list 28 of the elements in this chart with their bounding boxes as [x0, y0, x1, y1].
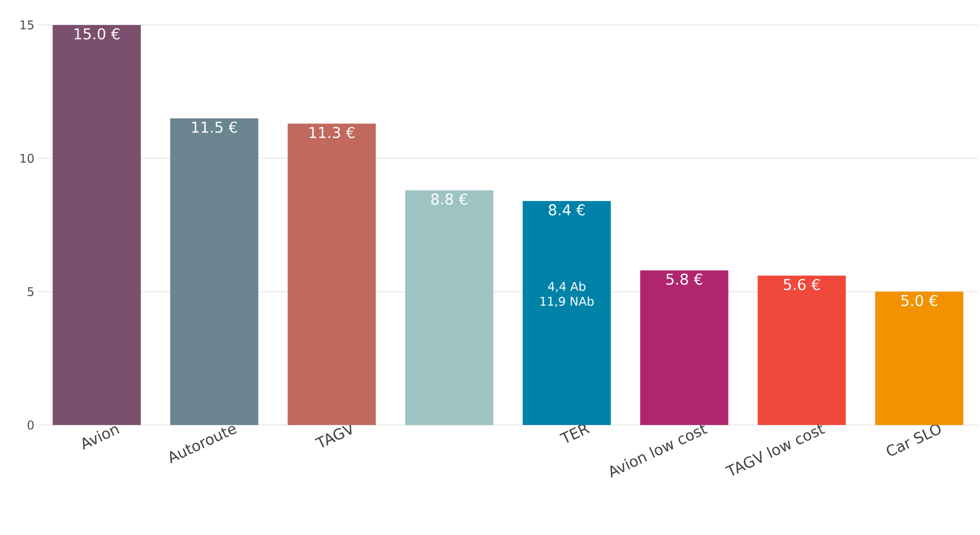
bar: [875, 292, 964, 425]
x-tick-label: Avion low cost: [610, 424, 708, 478]
data-label: 8.8 €: [431, 194, 468, 205]
bar: [640, 270, 728, 425]
y-tick-label: 15: [20, 20, 34, 30]
bar: [758, 276, 846, 425]
data-label: 5.8 €: [666, 274, 702, 285]
y-tick-label: 10: [20, 154, 34, 163]
y-tick-label: 5: [28, 287, 34, 296]
annotation: 4,4 Ab: [548, 282, 586, 292]
bar: [52, 24, 141, 425]
x-tick-label: TAGV: [314, 422, 352, 448]
bar: [170, 118, 258, 425]
annotation: 11,9 NAb: [540, 296, 594, 308]
data-label: 15.0 €: [74, 28, 120, 40]
x-tick-label: Avion: [82, 426, 120, 450]
x-tick-label: Car SLO: [886, 424, 941, 456]
data-label: 5.0 €: [901, 294, 938, 306]
bar: [405, 190, 494, 425]
bar: [522, 200, 611, 425]
x-tick-label: TAGV low cost: [725, 424, 826, 476]
data-label: 8.4 €: [548, 204, 585, 216]
data-label: 5.6 €: [784, 278, 820, 290]
data-label: 11.5 €: [192, 122, 238, 133]
data-label: 11.3 €: [310, 126, 355, 138]
bar: [288, 124, 376, 425]
y-tick-label: 0: [28, 420, 34, 430]
x-tick-label: TER: [559, 424, 590, 443]
